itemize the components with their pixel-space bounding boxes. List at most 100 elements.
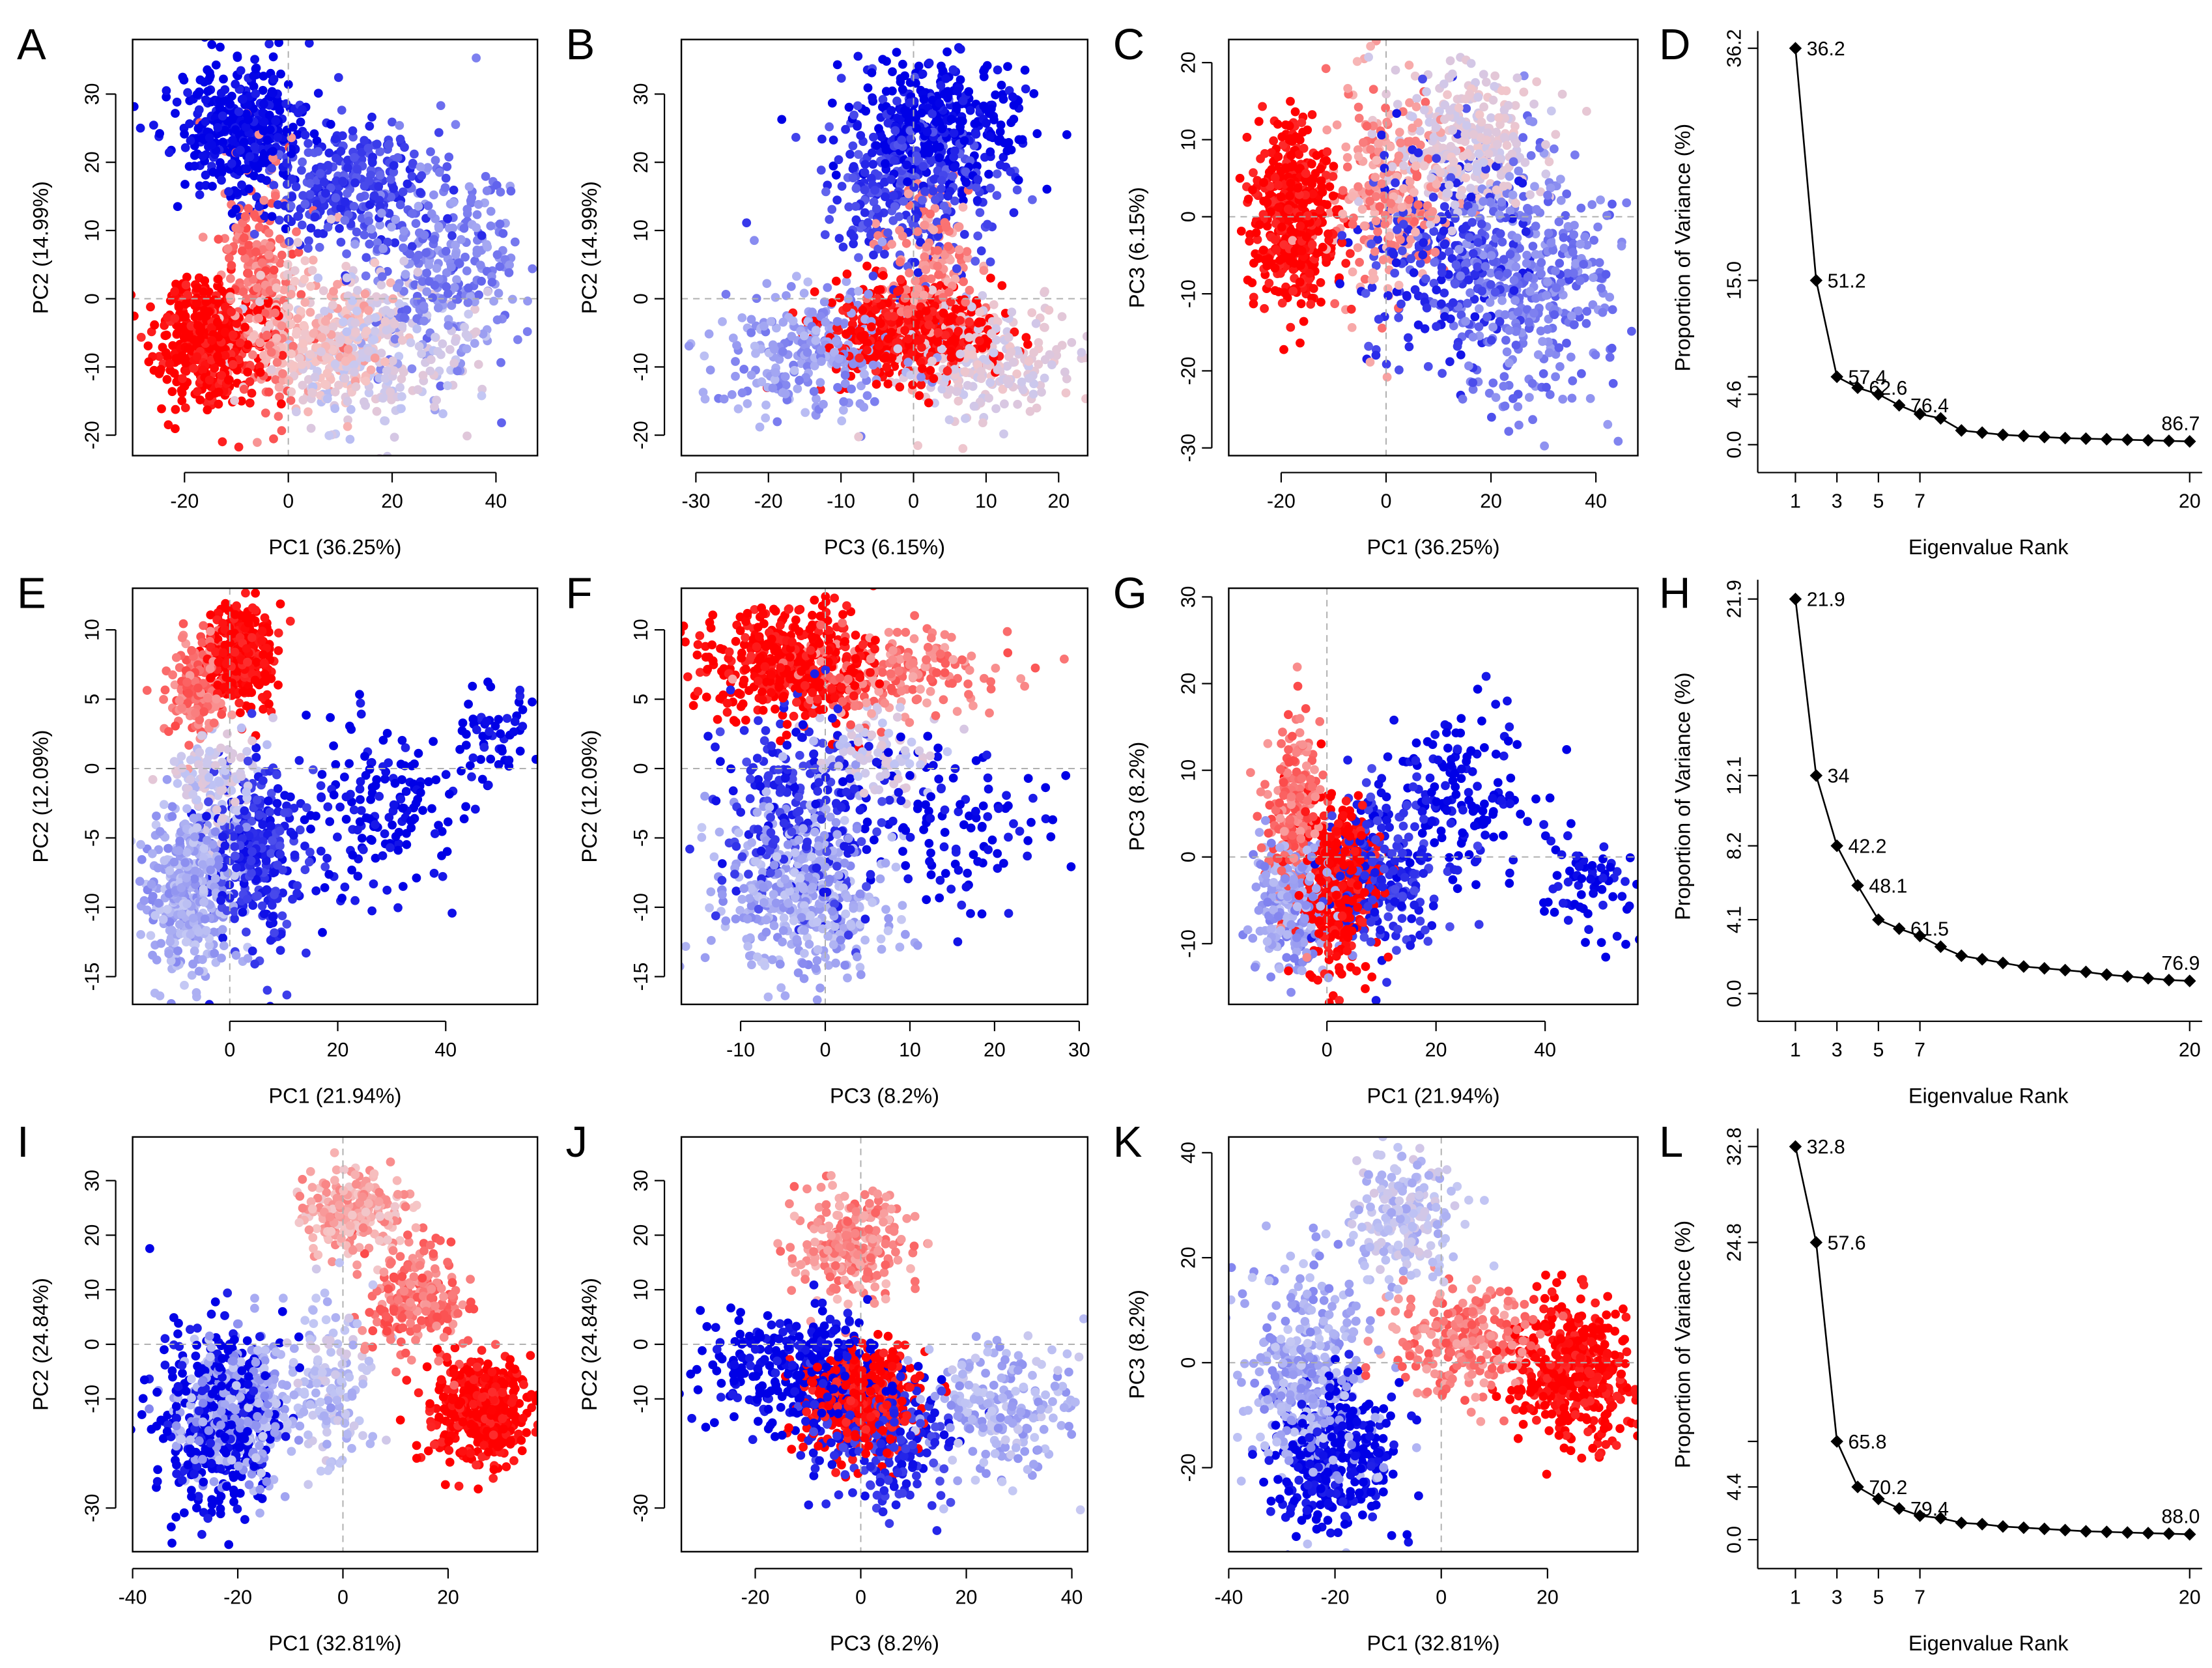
point bbox=[975, 208, 985, 218]
point bbox=[1587, 200, 1597, 209]
point bbox=[279, 285, 289, 294]
point bbox=[377, 272, 387, 281]
point bbox=[231, 79, 240, 89]
point bbox=[943, 242, 953, 251]
point bbox=[180, 403, 190, 412]
point bbox=[816, 345, 826, 355]
point bbox=[1528, 242, 1538, 251]
point bbox=[1057, 312, 1067, 321]
point bbox=[750, 236, 759, 246]
point bbox=[194, 105, 204, 115]
point bbox=[365, 121, 375, 131]
point bbox=[839, 405, 848, 415]
point bbox=[428, 293, 437, 302]
point bbox=[262, 135, 272, 145]
point bbox=[1060, 367, 1070, 377]
point bbox=[1023, 339, 1032, 349]
point bbox=[273, 200, 283, 210]
point bbox=[249, 229, 259, 239]
point bbox=[183, 88, 192, 98]
point bbox=[321, 188, 330, 198]
point bbox=[169, 369, 179, 378]
point bbox=[171, 109, 180, 118]
point bbox=[244, 268, 253, 278]
point bbox=[197, 134, 207, 143]
point bbox=[343, 415, 352, 425]
point bbox=[985, 257, 995, 266]
point bbox=[782, 291, 791, 300]
point bbox=[259, 117, 269, 127]
point bbox=[1608, 378, 1618, 388]
point bbox=[958, 195, 968, 205]
point bbox=[208, 167, 218, 177]
point bbox=[334, 380, 343, 390]
point bbox=[300, 298, 310, 307]
point bbox=[350, 367, 359, 377]
point bbox=[426, 355, 436, 364]
point bbox=[348, 296, 358, 305]
point bbox=[1047, 360, 1056, 369]
point bbox=[181, 358, 190, 368]
point bbox=[1486, 113, 1496, 122]
point bbox=[973, 231, 983, 241]
point bbox=[362, 326, 371, 336]
point bbox=[449, 358, 459, 368]
point bbox=[462, 344, 472, 354]
point bbox=[441, 173, 451, 183]
point bbox=[225, 292, 235, 302]
point bbox=[1286, 322, 1296, 332]
point bbox=[373, 238, 382, 247]
point bbox=[953, 87, 962, 96]
point bbox=[1382, 373, 1392, 382]
point bbox=[367, 158, 377, 167]
point bbox=[268, 153, 277, 163]
point bbox=[939, 292, 948, 302]
point bbox=[309, 329, 319, 338]
point bbox=[903, 334, 913, 344]
point bbox=[155, 367, 165, 376]
point bbox=[844, 102, 854, 112]
point bbox=[380, 357, 390, 367]
point bbox=[1381, 103, 1391, 113]
point bbox=[1354, 182, 1363, 191]
point bbox=[300, 256, 310, 266]
point bbox=[472, 53, 481, 63]
point bbox=[943, 47, 952, 57]
point bbox=[719, 394, 729, 404]
point bbox=[259, 195, 269, 205]
point bbox=[146, 302, 155, 312]
point bbox=[958, 203, 968, 212]
point bbox=[886, 328, 896, 337]
point bbox=[434, 128, 444, 137]
point bbox=[958, 96, 968, 106]
point bbox=[1536, 326, 1546, 335]
point bbox=[987, 329, 996, 339]
point bbox=[832, 317, 842, 326]
point bbox=[1576, 203, 1586, 213]
point bbox=[444, 152, 454, 162]
point bbox=[274, 39, 283, 48]
point bbox=[180, 130, 189, 139]
point bbox=[732, 341, 741, 350]
point bbox=[342, 249, 351, 259]
point bbox=[206, 323, 216, 333]
point bbox=[780, 372, 790, 382]
x-tick-label: 40 bbox=[485, 491, 507, 513]
point bbox=[313, 182, 322, 191]
point bbox=[328, 322, 338, 332]
point bbox=[985, 184, 995, 193]
point bbox=[267, 212, 277, 221]
point bbox=[959, 136, 969, 145]
point bbox=[495, 219, 505, 229]
point bbox=[406, 338, 416, 347]
point bbox=[1062, 130, 1071, 139]
point bbox=[343, 163, 352, 173]
point bbox=[854, 287, 863, 296]
point bbox=[313, 274, 323, 283]
point bbox=[1353, 243, 1363, 253]
point bbox=[929, 374, 939, 384]
point bbox=[397, 392, 406, 401]
point bbox=[386, 387, 395, 397]
point bbox=[848, 141, 858, 150]
point bbox=[398, 187, 408, 197]
